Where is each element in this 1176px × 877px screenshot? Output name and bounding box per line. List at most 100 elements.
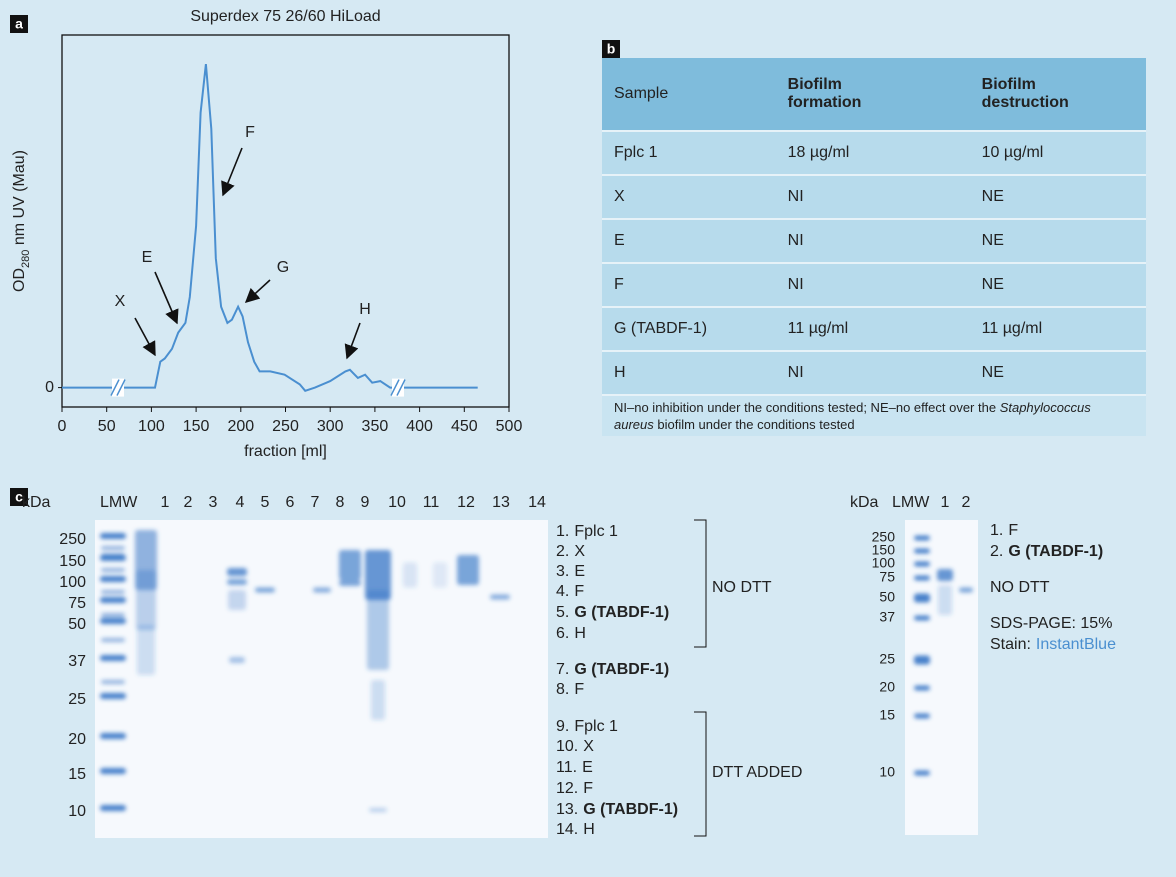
gel-band <box>137 625 155 675</box>
legend-item: 9.Fplc 1 <box>556 718 618 735</box>
gel-band <box>938 585 952 615</box>
gel-unit: kDa <box>22 494 51 511</box>
marker-label: 37 <box>879 609 895 625</box>
legend-number: 6. <box>556 625 569 642</box>
legend-number: 8. <box>556 681 569 698</box>
gel-band <box>228 590 246 610</box>
gel-band <box>914 549 930 554</box>
gel-band <box>101 590 125 594</box>
gel-band <box>229 657 245 663</box>
x-tick-label: 500 <box>496 418 523 435</box>
annotation-arrow <box>155 272 177 323</box>
legend-item: 8.F <box>556 681 584 698</box>
annotation-label: E <box>142 249 153 266</box>
column-header: Biofilm formation <box>776 58 970 131</box>
panel-label: a <box>15 16 23 32</box>
gel-band <box>433 563 447 588</box>
legend-item: 2.G (TABDF-1) <box>990 543 1103 560</box>
legend-item: 3.E <box>556 563 585 580</box>
marker-label: 50 <box>879 589 895 605</box>
gel-band <box>367 590 389 670</box>
lane-label: 3 <box>209 494 218 511</box>
lane-label: 14 <box>528 494 546 511</box>
legend-item: 11.E <box>556 759 593 776</box>
legend-number: 12. <box>556 780 578 797</box>
chromatogram-line <box>62 64 478 391</box>
marker-label: 10 <box>68 803 86 820</box>
x-tick-label: 250 <box>272 418 299 435</box>
gel-band <box>914 594 930 603</box>
footnote-text: NI–no inhibition under the conditions te… <box>614 400 1000 415</box>
legend-item: 1.Fplc 1 <box>556 523 618 540</box>
x-tick-label: 350 <box>362 418 389 435</box>
x-axis-label: fraction [ml] <box>244 443 327 460</box>
lane-label: 5 <box>261 494 270 511</box>
gel-band <box>227 579 247 585</box>
marker-label: 10 <box>879 764 895 780</box>
annotation-arrow <box>135 318 155 355</box>
gel-band <box>100 655 126 661</box>
y-axis-label-sub: 280 <box>20 250 32 268</box>
gel-band <box>101 553 125 557</box>
marker-label: 37 <box>68 653 86 670</box>
gel-band <box>101 680 125 684</box>
legend-text: F <box>583 780 593 797</box>
marker-label: 100 <box>59 574 86 591</box>
gel-band <box>914 714 930 719</box>
legend-text: E <box>582 759 593 776</box>
legend-item: 1.F <box>990 522 1018 539</box>
x-tick-label: 0 <box>58 418 67 435</box>
x-tick-label: 450 <box>451 418 478 435</box>
gel-band <box>914 686 930 691</box>
group-label: NO DTT <box>712 579 772 596</box>
marker-label: 20 <box>879 679 895 695</box>
gel-band <box>369 808 387 812</box>
table-cell: NE <box>970 175 1146 219</box>
marker-label: 150 <box>59 553 86 570</box>
gel-band <box>313 588 331 593</box>
table-row: HNINE <box>602 351 1146 395</box>
gel-band <box>100 768 126 774</box>
table-cell: E <box>602 219 776 263</box>
gel-band <box>101 568 125 572</box>
legend-number: 14. <box>556 821 578 838</box>
stain-label: Stain: <box>990 636 1031 653</box>
gel-band <box>490 595 510 600</box>
ladder-label: LMW <box>100 494 138 511</box>
annotation-label: F <box>245 124 255 141</box>
panel-label: b <box>607 41 616 57</box>
gel-band <box>100 576 126 582</box>
gel-unit: kDa <box>850 494 879 511</box>
table-row: FNINE <box>602 263 1146 307</box>
gel-band <box>100 618 126 624</box>
legend-text: G (TABDF-1) <box>583 801 678 818</box>
gel-band <box>914 616 930 621</box>
annotation-arrow <box>347 323 360 358</box>
table-cell: NI <box>776 263 970 307</box>
lane-label: 7 <box>311 494 320 511</box>
marker-label: 250 <box>59 531 86 548</box>
legend-text: G (TABDF-1) <box>574 661 669 678</box>
column-header: Biofilm destruction <box>970 58 1146 131</box>
gel-band <box>101 613 125 617</box>
gel-band <box>403 563 417 588</box>
legend-item: 12. F <box>556 780 593 797</box>
legend-number: 5. <box>556 604 569 621</box>
table-cell: 10 µg/ml <box>970 131 1146 175</box>
gel-band <box>255 588 275 593</box>
stain-name: InstantBlue <box>1036 636 1116 653</box>
marker-label: 50 <box>68 616 86 633</box>
lane-label: 12 <box>457 494 475 511</box>
gel-band <box>100 597 126 603</box>
annotation-label: H <box>359 301 371 318</box>
table-cell: NE <box>970 263 1146 307</box>
lane-label: 8 <box>336 494 345 511</box>
legend-text: G (TABDF-1) <box>1008 543 1103 560</box>
gel-band <box>100 805 126 811</box>
marker-label: 15 <box>879 707 895 723</box>
y-axis-label-rest: nm UV (Mau) <box>11 150 28 250</box>
